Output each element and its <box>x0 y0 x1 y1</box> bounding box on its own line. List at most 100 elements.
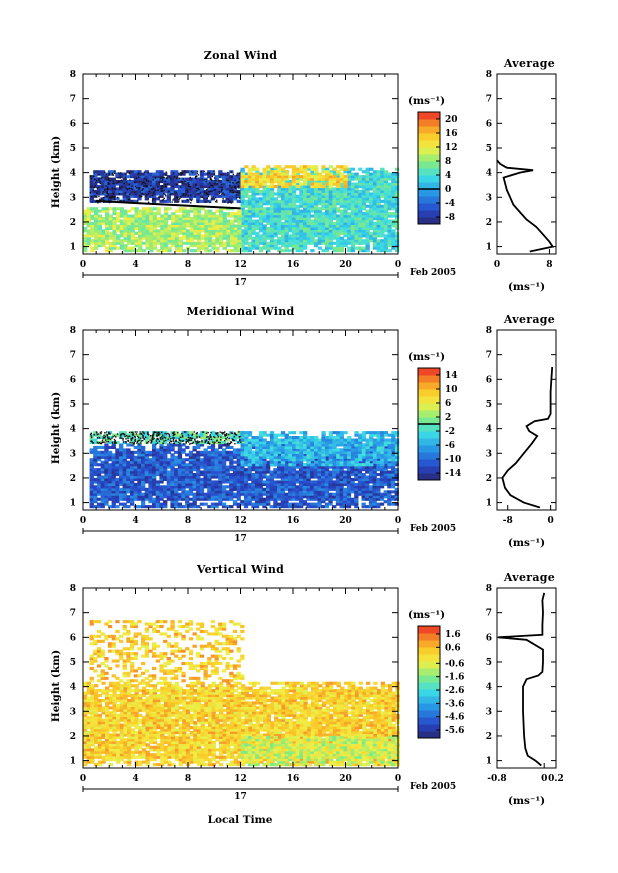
heatmap-cell <box>372 445 377 449</box>
heatmap-cell <box>236 485 241 489</box>
heatmap-cell <box>94 241 99 245</box>
contour-mark <box>181 182 183 184</box>
heatmap-cell <box>156 231 161 235</box>
contour-mark <box>222 192 224 194</box>
heatmap-cell <box>178 219 183 223</box>
contour-mark <box>117 172 120 174</box>
heatmap-cell <box>112 224 117 228</box>
heatmap-cell <box>284 212 289 216</box>
contour-mark <box>102 176 104 178</box>
heatmap-cell <box>387 177 392 181</box>
heatmap-cell <box>306 219 311 223</box>
heatmap-cell <box>141 455 146 459</box>
heatmap-cell <box>339 505 344 509</box>
heatmap-cell <box>137 480 142 484</box>
heatmap-cell <box>240 202 245 206</box>
heatmap-cell <box>126 199 131 203</box>
heatmap-cell <box>159 475 164 479</box>
heatmap-cell <box>152 480 157 484</box>
heatmap-cell <box>262 209 267 213</box>
heatmap-cell <box>163 450 168 454</box>
heatmap-cell <box>321 226 326 230</box>
heatmap-cell <box>210 495 216 499</box>
heatmap-cell <box>177 470 183 474</box>
heatmap-cell <box>218 480 223 484</box>
heatmap-cell <box>193 219 198 223</box>
heatmap-cell <box>291 182 297 186</box>
heatmap-cell <box>317 231 322 235</box>
heatmap-cell <box>115 175 120 179</box>
heatmap-cell <box>372 473 377 477</box>
heatmap-cell <box>94 219 99 223</box>
heatmap-cell <box>324 473 330 477</box>
heatmap-cell <box>358 229 363 233</box>
heatmap-cell <box>193 234 198 238</box>
heatmap-cell <box>232 177 238 181</box>
heatmap-cell <box>391 177 396 181</box>
heatmap-cell <box>177 468 183 472</box>
heatmap-cell <box>119 460 124 464</box>
contour-mark <box>181 172 183 175</box>
heatmap-cell <box>233 214 238 218</box>
heatmap-cell <box>343 475 348 479</box>
heatmap-cell <box>112 246 117 250</box>
heatmap-cell <box>365 231 370 235</box>
heatmap-cell <box>280 180 286 184</box>
heatmap-cell <box>336 207 341 211</box>
heatmap-cell <box>368 485 374 489</box>
heatmap-cell <box>111 463 116 467</box>
heatmap-cell <box>376 199 381 203</box>
heatmap-cell <box>170 492 175 496</box>
contour-mark <box>154 189 157 192</box>
heatmap-cell <box>280 470 285 474</box>
heatmap-cell <box>380 229 385 233</box>
heatmap-cell <box>247 177 253 181</box>
heatmap-cell <box>174 219 180 223</box>
heatmap-cell <box>152 475 157 479</box>
heatmap-cell <box>306 490 311 494</box>
heatmap-cell <box>211 241 216 245</box>
heatmap-cell <box>251 505 256 509</box>
heatmap-cell <box>189 226 194 230</box>
heatmap-cell <box>123 244 128 248</box>
contour-mark <box>128 173 131 175</box>
contour-mark <box>214 182 216 184</box>
heatmap-cell <box>284 495 289 499</box>
contour-mark <box>160 190 162 192</box>
heatmap-cell <box>196 177 201 181</box>
heatmap-cell <box>390 495 396 499</box>
heatmap-cell <box>200 241 205 245</box>
heatmap-cell <box>332 177 337 181</box>
heatmap-cell <box>155 460 160 464</box>
heatmap-cell <box>391 199 396 203</box>
heatmap-cell <box>295 246 300 250</box>
heatmap-cell <box>111 443 116 447</box>
heatmap-cell <box>130 236 136 240</box>
heatmap-cell <box>324 497 330 501</box>
heatmap-cell <box>104 485 109 489</box>
heatmap-cell <box>203 460 208 464</box>
heatmap-cell <box>193 207 198 211</box>
heatmap-cell <box>119 219 125 223</box>
heatmap-cell <box>100 502 105 506</box>
heatmap-cell <box>383 480 388 484</box>
heatmap-cell <box>130 175 135 179</box>
heatmap-cell <box>310 202 315 206</box>
heatmap-cell <box>354 241 359 245</box>
heatmap-cell <box>251 229 256 233</box>
heatmap-cell <box>302 473 307 477</box>
heatmap-cell <box>137 505 142 509</box>
heatmap-cell <box>185 502 190 506</box>
heatmap-cell <box>336 177 341 181</box>
heatmap-cell <box>280 224 286 228</box>
heatmap-cell <box>295 487 300 491</box>
heatmap-cell <box>284 246 289 250</box>
heatmap-cell <box>273 192 278 196</box>
heatmap-cell <box>152 214 158 218</box>
heatmap-cell <box>339 500 344 504</box>
heatmap-cell <box>148 463 153 467</box>
contour-mark <box>181 181 183 183</box>
heatmap-cell <box>174 492 179 496</box>
heatmap-cell <box>152 182 157 186</box>
date-label: Feb 2005 <box>410 268 456 278</box>
